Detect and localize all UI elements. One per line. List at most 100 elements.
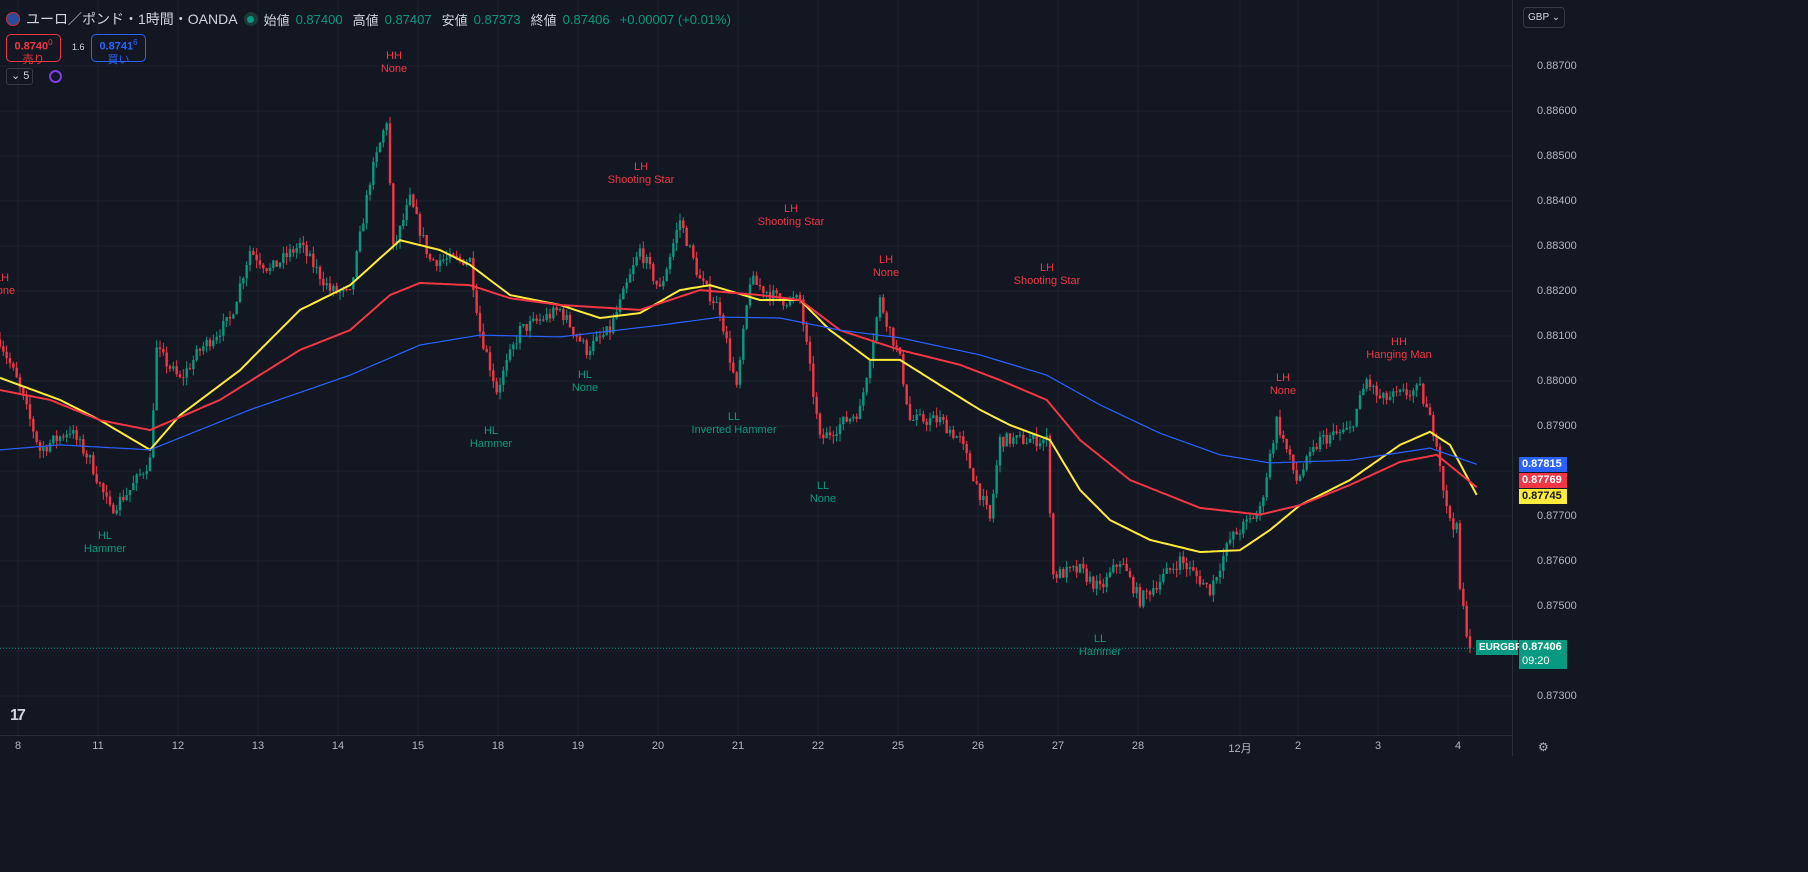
candle-body [1198, 576, 1202, 585]
time-axis[interactable] [0, 735, 1512, 756]
indicators-count: 5 [23, 70, 30, 82]
candle-body [1372, 385, 1375, 387]
candle-body [48, 443, 52, 452]
candle-body [715, 302, 718, 304]
time-tick: 4 [1454, 740, 1462, 752]
low-label: 安値 [441, 12, 468, 28]
candle-body [688, 245, 692, 247]
candle-body [775, 290, 778, 294]
candle-body [885, 312, 888, 327]
sync-icon[interactable] [49, 70, 62, 83]
candle-body [1068, 566, 1072, 568]
candle-body [635, 256, 638, 266]
buy-button[interactable]: 0.87416 買い [91, 34, 146, 66]
candle-body [1075, 566, 1078, 573]
candle-body [1468, 636, 1472, 649]
candle-body [1012, 437, 1015, 444]
candle-body [358, 231, 362, 252]
candle-body [62, 436, 65, 438]
candle-body [298, 242, 302, 248]
candle-body [408, 194, 412, 206]
candle-body [1388, 396, 1392, 400]
candle-body [798, 295, 802, 300]
candle-body [382, 130, 385, 143]
open-value: 0.87400 [295, 11, 343, 27]
candle-body [185, 368, 188, 378]
candle-body [612, 318, 615, 333]
price-tick: 0.88400 [1537, 195, 1577, 207]
time-tick: 11 [92, 740, 104, 752]
candle-body [1145, 590, 1148, 592]
currency-select[interactable]: GBP ⌄ [1523, 7, 1565, 28]
candle-body [368, 184, 372, 195]
annotation: HL Hammer [469, 425, 513, 450]
candle-body [235, 301, 238, 315]
candle-body [1245, 519, 1248, 522]
candle-body [485, 348, 488, 353]
candle-body [205, 339, 208, 347]
price-chart[interactable] [0, 0, 1512, 735]
annotation: LH Shooting Star [757, 203, 825, 228]
indicators-collapse-button[interactable]: ⌄ 5 [6, 68, 33, 85]
settings-icon[interactable]: ⚙ [1538, 740, 1549, 754]
candle-body [1228, 539, 1232, 544]
candle-body [2, 346, 5, 352]
candle-body [722, 315, 725, 332]
candle-body [555, 307, 558, 311]
time-tick: 14 [331, 740, 345, 752]
candle-body [1072, 566, 1075, 568]
sell-button[interactable]: 0.87400 売り [6, 34, 61, 66]
candle-body [1348, 427, 1352, 429]
market-open-icon [243, 12, 258, 26]
candle-body [602, 334, 605, 337]
candle-body [628, 274, 632, 283]
candle-body [792, 297, 795, 299]
candle-body [965, 444, 968, 454]
candle-body [848, 418, 852, 422]
candle-body [1082, 563, 1085, 569]
candle-body [932, 415, 935, 419]
candle-body [1098, 580, 1102, 585]
candle-body [578, 336, 582, 342]
candle-body [725, 331, 728, 339]
candle-body [95, 474, 98, 483]
candle-body [1365, 379, 1368, 389]
candle-body [1168, 568, 1172, 570]
time-tick: 25 [891, 740, 905, 752]
candle-body [405, 205, 408, 221]
candle-body [905, 384, 908, 405]
candle-body [1088, 576, 1092, 582]
candle-body [1135, 586, 1138, 594]
candle-body [65, 434, 68, 438]
candle-body [1048, 435, 1052, 514]
candle-body [502, 370, 505, 385]
candle-body [452, 253, 455, 256]
candle-body [35, 431, 38, 443]
annotation: LL Hammer [1078, 633, 1122, 658]
candle-body [28, 404, 32, 419]
candle-body [1425, 403, 1428, 408]
candle-body [1112, 564, 1115, 573]
moving-average-line [0, 281, 1478, 516]
candle-body [862, 392, 865, 406]
candle-body [985, 495, 988, 506]
candle-body [442, 259, 445, 261]
candle-body [1115, 564, 1118, 567]
candle-body [1235, 531, 1238, 535]
candle-body [355, 251, 358, 278]
candle-body [158, 347, 162, 350]
price-axis[interactable] [1512, 0, 1808, 756]
tradingview-logo[interactable]: 17 [10, 707, 26, 724]
candle-body [128, 490, 132, 495]
candle-body [262, 264, 265, 269]
candle-body [445, 258, 448, 260]
candle-body [815, 396, 818, 414]
candle-body [988, 505, 992, 519]
candle-body [1345, 427, 1348, 430]
candle-body [482, 331, 485, 349]
buy-price: 0.8741 [99, 40, 134, 53]
candle-body [632, 265, 635, 275]
candle-body [1318, 436, 1322, 449]
symbol-title[interactable]: ユーロ／ポンド・1時間・OANDA [26, 11, 238, 27]
